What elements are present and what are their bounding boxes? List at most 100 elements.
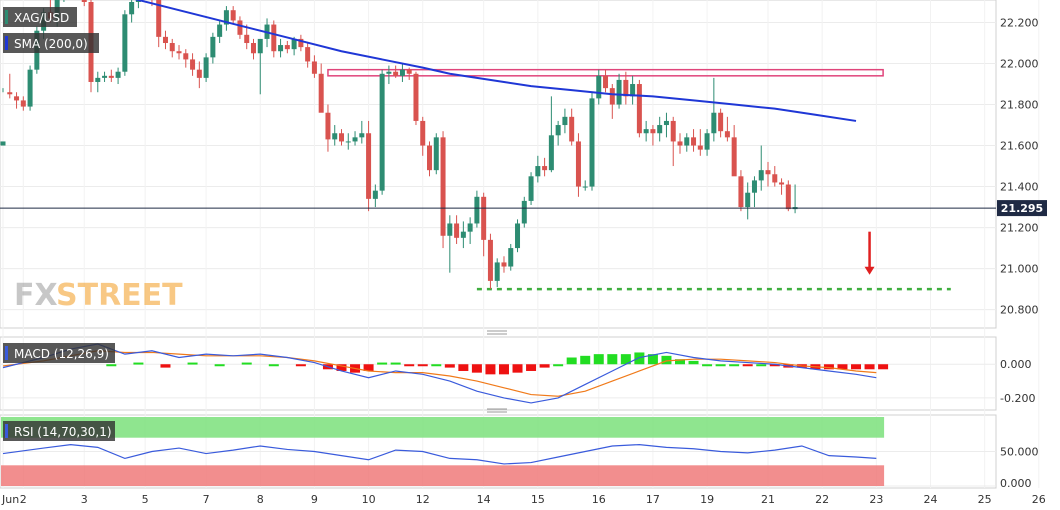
rsi-tag[interactable]: RSI (14,70,30,1) [3,421,115,441]
candle-body [359,133,365,138]
candle-body [474,196,480,224]
candle-body [372,190,378,199]
candle [190,53,196,76]
candle-body [0,141,6,146]
candle-body [427,145,433,171]
candle [284,40,290,54]
candle [244,24,250,50]
candle [467,217,473,244]
candle [494,258,500,288]
candle-body [684,137,690,146]
candle [27,65,33,111]
candle [474,190,480,228]
date-tick-label: 9 [311,493,318,506]
symbol-tag[interactable]: XAG/USD [3,7,77,27]
candle-body [129,2,135,15]
sma-line [134,0,857,122]
candle-body [413,73,419,121]
candle-body [433,137,439,171]
price-tick-label: 21.400 [1000,181,1039,194]
candle-body [386,71,392,74]
macd-histogram-bar [390,362,401,365]
candle [0,88,6,146]
candle-body [758,170,764,181]
candle [156,0,162,48]
candle-body [670,120,676,142]
candle-body [454,223,460,238]
candle [427,141,433,177]
candle-body [494,262,500,281]
candle-body [569,116,575,142]
macd-histogram-bar [187,362,198,365]
candle [501,256,507,273]
panel-divider-handle[interactable] [487,330,507,335]
candle [670,116,676,167]
candle-body [81,0,87,2]
panel-divider-handle[interactable] [487,408,507,413]
price-tick-label: 21.600 [1000,140,1039,153]
macd-histogram-bar [458,364,469,371]
candle [386,65,392,85]
sma-tag[interactable]: SMA (200,0) [3,33,99,53]
watermark-fx: FX [14,278,58,313]
candle-body [515,223,521,249]
candle-body [311,61,317,74]
candle [217,20,223,44]
date-tick-label: 2 [20,493,27,506]
macd-histogram-bar [607,354,618,365]
candle [271,20,277,58]
candle-body [501,262,507,267]
date-tick-label: 5 [142,493,149,506]
candle [609,84,615,119]
candle [718,108,724,138]
macd-histogram-bar [566,357,577,365]
candle-body [352,137,358,142]
candle-body [548,135,554,171]
date-tick-label: 21 [761,493,775,506]
candle [596,69,602,105]
candle-body [169,43,175,52]
candle-body [535,166,541,177]
candle [697,129,703,156]
candle-body [190,59,196,70]
candle [691,129,697,152]
macd-histogram-bar [295,364,306,367]
candle [162,30,168,50]
candle [521,196,527,228]
candle-body [623,79,629,97]
candle-body [521,200,527,224]
candle [582,180,588,191]
candle-body [135,0,141,2]
macd-histogram-bar [377,362,388,365]
candle [481,192,487,257]
macd-histogram-bar [878,364,889,370]
candle-body [298,38,304,48]
price-tick-label: 22.200 [1000,17,1039,30]
macd-histogram-bar [539,364,550,368]
candle-body [250,43,256,54]
date-tick-label: 22 [815,493,829,506]
macd-tag[interactable]: MACD (12,26,9) [3,343,115,363]
macd-histogram-bar [715,364,726,367]
candle-body [345,141,351,143]
macd-histogram-bar [133,362,144,365]
candle-body [95,77,101,82]
date-tick-label: 8 [257,493,264,506]
down-arrow-icon [864,231,875,275]
candle [731,125,737,177]
candle [603,69,609,93]
macd-histogram-bar [837,364,848,370]
date-tick-label: 14 [477,493,491,506]
candle-body [779,182,785,185]
date-tick-label: 7 [203,493,210,506]
candle [515,219,521,253]
candle [257,38,263,95]
candle [677,133,683,154]
candle [230,6,236,25]
candle-body [122,14,128,72]
candle [636,79,642,138]
macd-histogram-bar [485,364,496,375]
candle [237,16,243,39]
candle-body [325,112,331,140]
candle [508,243,514,271]
